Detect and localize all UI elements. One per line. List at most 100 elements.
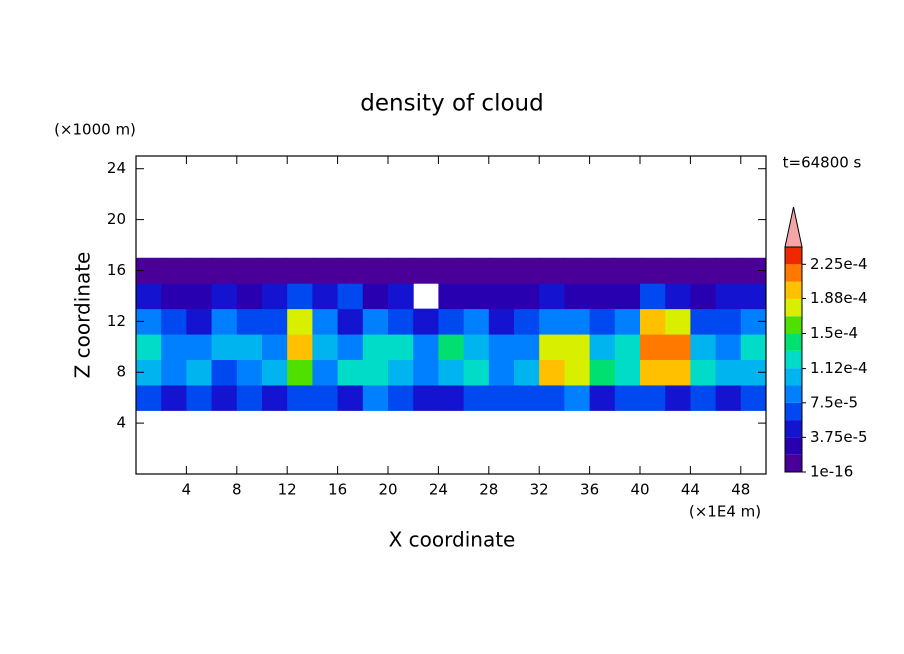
density-cell xyxy=(362,257,389,284)
density-cell xyxy=(514,283,540,310)
density-cell xyxy=(463,283,490,310)
density-cell xyxy=(312,384,339,411)
density-cell xyxy=(665,308,691,335)
density-cell xyxy=(312,359,339,386)
density-cell xyxy=(362,283,389,310)
density-cell xyxy=(186,334,213,361)
density-cell xyxy=(640,257,666,284)
density-cell xyxy=(312,283,339,310)
density-cell xyxy=(161,283,187,310)
density-cell xyxy=(589,384,616,411)
x-tick-label: 20 xyxy=(378,481,397,499)
chart-title: density of cloud xyxy=(360,91,543,117)
y-axis-label: Z coordinate xyxy=(71,252,95,379)
x-tick-label: 36 xyxy=(580,481,599,499)
colorbar-tick-label: 1.88e-4 xyxy=(810,289,868,307)
density-cell xyxy=(211,257,238,284)
density-cell xyxy=(186,308,213,335)
density-cell xyxy=(362,384,389,411)
density-cell xyxy=(463,308,490,335)
density-cell xyxy=(161,384,187,411)
y-unit: (×1000 m) xyxy=(54,121,136,139)
density-cell xyxy=(715,283,742,310)
density-cell xyxy=(488,283,515,310)
density-cell xyxy=(715,334,742,361)
colorbar-over xyxy=(784,206,803,248)
density-cell xyxy=(665,359,691,386)
density-cell xyxy=(337,257,364,284)
density-cell xyxy=(337,359,364,386)
density-cell xyxy=(665,257,691,284)
y-tick-label: 4 xyxy=(116,414,126,432)
density-cell xyxy=(488,384,515,411)
density-cell xyxy=(388,283,414,310)
density-cell xyxy=(539,334,565,361)
density-cell xyxy=(438,384,465,411)
density-cell xyxy=(287,308,313,335)
density-cell xyxy=(236,257,263,284)
density-cell xyxy=(589,359,616,386)
density-cell xyxy=(262,283,288,310)
density-cell xyxy=(312,257,339,284)
density-cell xyxy=(488,359,515,386)
x-tick-label: 24 xyxy=(429,481,448,499)
density-cell xyxy=(136,334,162,361)
y-tick-label: 16 xyxy=(107,261,126,279)
density-cell xyxy=(211,334,238,361)
x-tick-label: 28 xyxy=(479,481,498,499)
colorbar-band xyxy=(785,402,802,421)
density-cell xyxy=(614,384,641,411)
density-cell xyxy=(740,384,767,411)
density-cell xyxy=(312,308,339,335)
x-tick-label: 44 xyxy=(681,481,700,499)
x-tick-label: 4 xyxy=(182,481,192,499)
x-tick-label: 32 xyxy=(530,481,549,499)
colorbar-tick-label: 1.12e-4 xyxy=(810,359,868,377)
density-cell xyxy=(388,384,414,411)
plot-frame xyxy=(135,155,767,475)
density-cell xyxy=(690,308,717,335)
y-tick-label: 20 xyxy=(107,210,126,228)
density-cell xyxy=(564,257,591,284)
colorbar-band xyxy=(785,264,802,282)
density-cell xyxy=(463,257,490,284)
density-cell xyxy=(262,308,288,335)
colorbar-band xyxy=(785,316,802,334)
density-cell xyxy=(463,384,490,411)
density-cell xyxy=(715,257,742,284)
density-cell xyxy=(589,257,616,284)
density-cell xyxy=(715,384,742,411)
density-cell xyxy=(690,384,717,411)
density-cell xyxy=(262,257,288,284)
y-tick-label: 24 xyxy=(107,159,126,177)
colorbar-tick-label: 7.5e-5 xyxy=(810,393,858,411)
density-cell xyxy=(438,359,465,386)
density-cell xyxy=(514,359,540,386)
density-cell xyxy=(287,334,313,361)
density-cell xyxy=(186,257,213,284)
density-cell xyxy=(362,308,389,335)
colorbar-tick-label: 3.75e-5 xyxy=(810,428,868,446)
density-cell xyxy=(438,283,465,310)
density-cell xyxy=(236,308,263,335)
density-cell xyxy=(236,283,263,310)
density-cell xyxy=(161,334,187,361)
density-cell xyxy=(564,308,591,335)
density-cell xyxy=(740,283,767,310)
density-cell xyxy=(463,359,490,386)
density-cell xyxy=(539,308,565,335)
density-cell xyxy=(337,308,364,335)
density-cell xyxy=(136,384,162,411)
density-cell xyxy=(539,359,565,386)
density-cell xyxy=(514,308,540,335)
colorbar-band xyxy=(785,420,802,438)
density-cell xyxy=(564,384,591,411)
colorbar-band xyxy=(785,247,802,265)
density-cell xyxy=(488,257,515,284)
density-cell xyxy=(287,359,313,386)
density-cell xyxy=(740,334,767,361)
density-cell xyxy=(388,359,414,386)
density-cell xyxy=(589,283,616,310)
density-cell xyxy=(564,334,591,361)
